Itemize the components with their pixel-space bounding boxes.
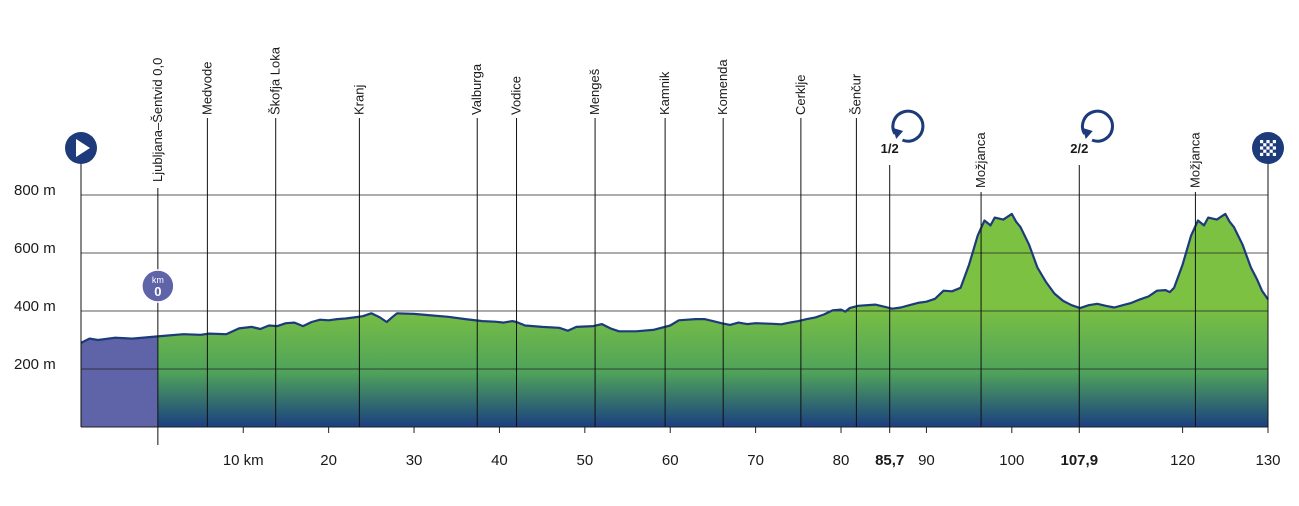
- lap-marker: 1/2: [881, 109, 925, 156]
- flag-square: [1266, 140, 1270, 144]
- flag-square: [1269, 143, 1273, 147]
- x-tick-label: 85,7: [875, 452, 904, 469]
- town-label: Šenčur: [848, 73, 863, 115]
- x-tick-label: 80: [833, 452, 850, 469]
- gridlines: [81, 194, 1268, 428]
- town-labels: Ljubljana–Šentvid 0,0 Medvode Škofja Loka K…: [150, 46, 1203, 188]
- flag-square: [1266, 146, 1270, 150]
- town-label: Škofja Loka: [268, 46, 283, 115]
- x-tick-label: 70: [747, 452, 764, 469]
- flag-square: [1272, 152, 1276, 156]
- town-marker-lines: [80, 118, 1269, 445]
- flag-square: [1266, 152, 1270, 156]
- x-axis-labels: 10 km 20 30 40 50 60 70 80 85,7 90 100 107,9 120 130: [223, 427, 1281, 469]
- profile-area-layer: [81, 213, 1268, 427]
- town-label: Medvode: [199, 62, 214, 115]
- town-label: Valburga: [469, 63, 484, 115]
- marker-icons: 1/2 2/2 km0: [65, 109, 1284, 303]
- town-label: Vodice: [509, 76, 524, 115]
- y-tick-label: 800 m: [14, 182, 56, 199]
- x-tick-label: 107,9: [1061, 452, 1099, 469]
- town-label: Kamnik: [657, 71, 672, 115]
- x-tick-label: 90: [918, 452, 935, 469]
- x-tick-label: 60: [662, 452, 679, 469]
- x-tick-label: 50: [576, 452, 593, 469]
- x-tick-label: 130: [1255, 452, 1280, 469]
- town-label: Komenda: [715, 59, 730, 115]
- flag-square: [1263, 149, 1267, 153]
- town-label: Možjanca: [973, 132, 988, 188]
- y-axis-labels: 200 m 400 m 600 m 800 m: [14, 182, 56, 373]
- profile-line: [80, 212, 1269, 344]
- y-tick-label: 200 m: [14, 356, 56, 373]
- town-label: Mengeš: [587, 68, 602, 115]
- flag-square: [1260, 146, 1264, 150]
- town-label: Cerklje: [793, 75, 808, 115]
- start-marker: [65, 132, 97, 164]
- x-tick-label: 120: [1170, 452, 1195, 469]
- y-tick-label: 600 m: [14, 240, 56, 257]
- lap-label: 1/2: [881, 141, 899, 156]
- x-tick-label: 100: [999, 452, 1024, 469]
- town-label: Ljubljana–Šentvid 0,0: [150, 58, 165, 182]
- y-tick-label: 400 m: [14, 298, 56, 315]
- x-tick-label: 10 km: [223, 452, 264, 469]
- flag-square: [1269, 149, 1273, 153]
- neutral-zone-area: [81, 336, 158, 427]
- finish-marker: [1252, 132, 1284, 164]
- circular-arrow-icon: [891, 109, 925, 143]
- km-badge-circle: [141, 269, 175, 303]
- flag-square: [1263, 143, 1267, 147]
- lap-label: 2/2: [1070, 141, 1088, 156]
- arrow-head-icon: [893, 128, 904, 140]
- x-tick-label: 20: [320, 452, 337, 469]
- checkered-flag-icon: [1260, 140, 1276, 156]
- x-tick-label: 40: [491, 452, 508, 469]
- lap-marker: 2/2: [1070, 109, 1114, 156]
- profile-line-layer: [80, 212, 1269, 344]
- arrow-head-icon: [1082, 128, 1093, 140]
- play-icon: [76, 139, 90, 157]
- flag-square: [1272, 146, 1276, 150]
- km-zero-badge: km0: [141, 269, 175, 303]
- x-tick-label: 30: [406, 452, 423, 469]
- race-profile-area: [157, 213, 1268, 427]
- flag-square: [1260, 140, 1264, 144]
- km-badge-unit: km: [152, 275, 164, 285]
- flag-square: [1260, 152, 1264, 156]
- km-badge-value: 0: [154, 284, 161, 299]
- circular-arrow-icon: [1081, 109, 1114, 143]
- flag-square: [1272, 140, 1276, 144]
- town-label: Kranj: [351, 85, 366, 115]
- town-label: Možjanca: [1187, 132, 1202, 188]
